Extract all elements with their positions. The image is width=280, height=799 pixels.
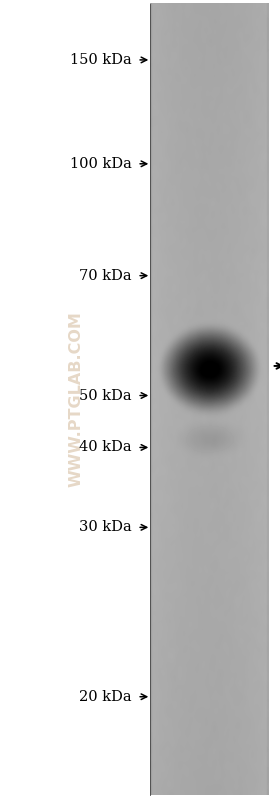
- Text: 70 kDa: 70 kDa: [79, 268, 132, 283]
- Text: 30 kDa: 30 kDa: [79, 520, 132, 535]
- Text: WWW.PTGLAB.COM: WWW.PTGLAB.COM: [68, 312, 83, 487]
- Text: 150 kDa: 150 kDa: [70, 53, 132, 67]
- Text: 40 kDa: 40 kDa: [79, 440, 132, 455]
- Text: 100 kDa: 100 kDa: [70, 157, 132, 171]
- Text: 20 kDa: 20 kDa: [79, 690, 132, 704]
- Text: 50 kDa: 50 kDa: [79, 388, 132, 403]
